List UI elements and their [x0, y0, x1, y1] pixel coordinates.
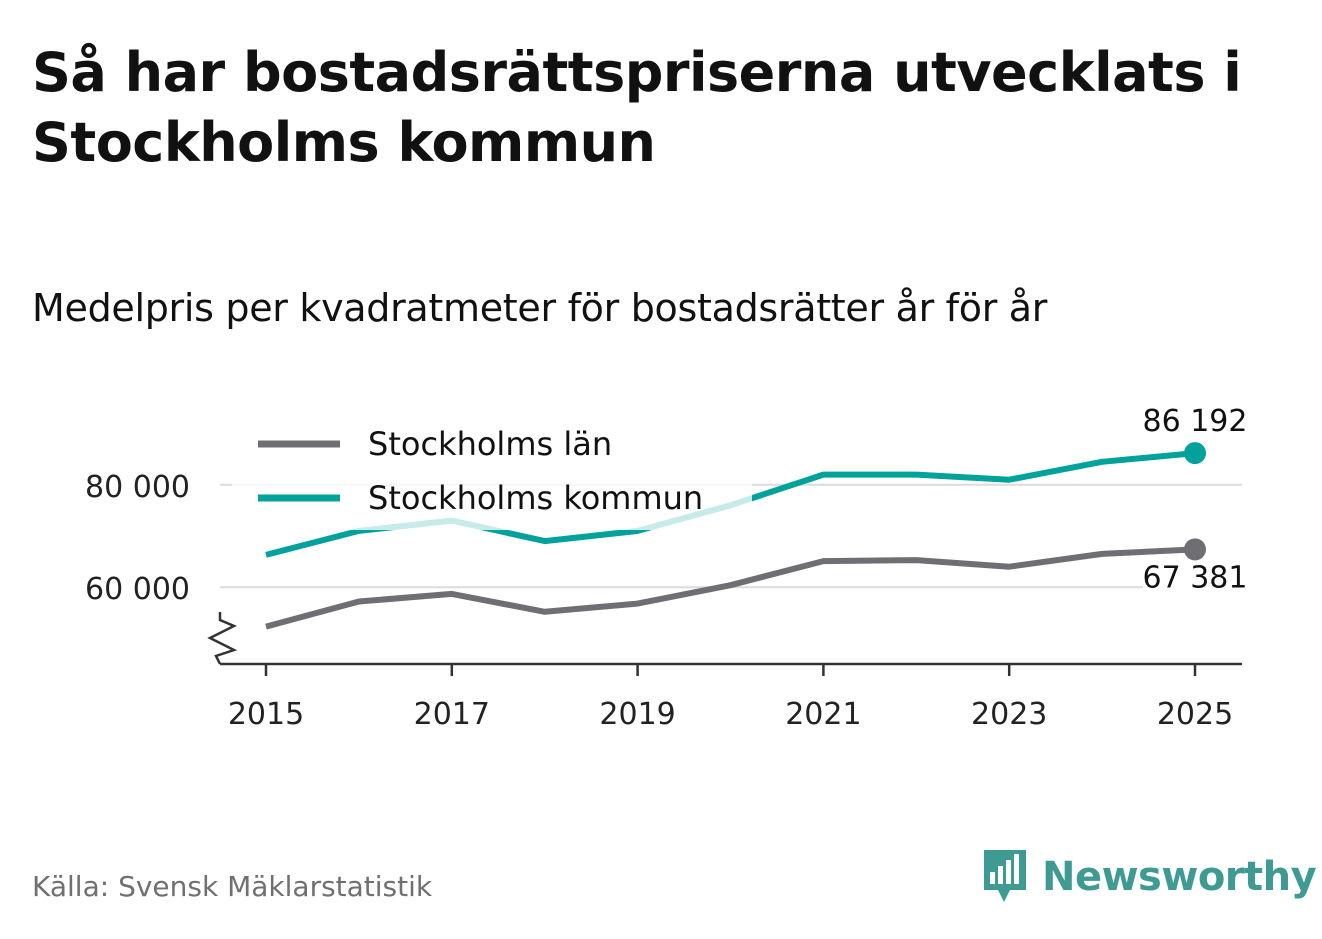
- newsworthy-logo-icon: [984, 850, 1026, 902]
- x-tick-label: 2021: [785, 697, 861, 732]
- line-chart: 60 000 80 000 2015 2017 2019 2021 2023 2025 Stoc…: [85, 404, 1248, 732]
- brand-name: Newsworthy: [1042, 854, 1317, 900]
- chart-title: Så har bostadsrättspriserna utvecklats i…: [32, 41, 1242, 174]
- chart-subtitle: Medelpris per kvadratmeter för bostadsrä…: [32, 286, 1048, 330]
- end-label-kommun: 86 192: [1143, 404, 1248, 439]
- y-tick-label: 80 000: [85, 470, 190, 505]
- y-tick-label: 60 000: [85, 572, 190, 607]
- x-tick-label: 2023: [971, 697, 1047, 732]
- legend-label-lan: Stockholms län: [368, 425, 612, 463]
- series-line-lan: [265, 546, 1196, 630]
- source-note: Källa: Svensk Mäklarstatistik: [32, 870, 433, 903]
- end-marker-lan: [1184, 538, 1206, 561]
- end-label-lan: 67 381: [1143, 560, 1248, 595]
- end-marker-kommun: [1184, 442, 1206, 465]
- x-tick-label: 2015: [228, 697, 304, 732]
- x-tick-label: 2017: [414, 697, 490, 732]
- x-tick-label: 2019: [599, 697, 675, 732]
- end-label-background-lan: [1143, 559, 1247, 592]
- legend-background: [232, 410, 752, 530]
- x-tick-label: 2025: [1157, 697, 1233, 732]
- legend-label-kommun: Stockholms kommun: [368, 479, 703, 517]
- newsworthy-logo: Newsworthy: [980, 846, 1317, 908]
- axis-break-marker: [207, 612, 238, 665]
